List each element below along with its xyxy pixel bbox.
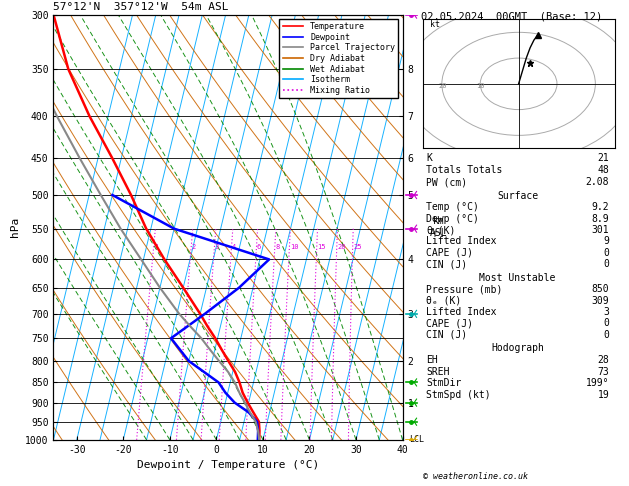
Text: 309: 309 bbox=[592, 295, 610, 306]
Text: StmSpd (kt): StmSpd (kt) bbox=[426, 390, 491, 400]
Text: 3: 3 bbox=[215, 243, 219, 249]
Text: 2.08: 2.08 bbox=[586, 177, 610, 188]
Text: 48: 48 bbox=[598, 165, 610, 175]
Text: θₑ(K): θₑ(K) bbox=[426, 225, 455, 235]
Text: CAPE (J): CAPE (J) bbox=[426, 318, 473, 328]
Text: 8: 8 bbox=[276, 243, 279, 249]
Text: 57°12'N  357°12'W  54m ASL: 57°12'N 357°12'W 54m ASL bbox=[53, 2, 229, 13]
Text: Surface: Surface bbox=[497, 191, 538, 201]
Text: 0: 0 bbox=[603, 318, 610, 328]
Text: 21: 21 bbox=[598, 153, 610, 163]
Text: 301: 301 bbox=[592, 225, 610, 235]
Text: 25: 25 bbox=[353, 243, 362, 249]
Text: Totals Totals: Totals Totals bbox=[426, 165, 503, 175]
Y-axis label: km
ASL: km ASL bbox=[430, 216, 447, 238]
Text: Pressure (mb): Pressure (mb) bbox=[426, 284, 503, 294]
Text: Temp (°C): Temp (°C) bbox=[426, 203, 479, 212]
Text: 6: 6 bbox=[257, 243, 261, 249]
Text: 20: 20 bbox=[337, 243, 346, 249]
Text: © weatheronline.co.uk: © weatheronline.co.uk bbox=[423, 472, 528, 481]
Text: 10: 10 bbox=[476, 83, 485, 89]
Legend: Temperature, Dewpoint, Parcel Trajectory, Dry Adiabat, Wet Adiabat, Isotherm, Mi: Temperature, Dewpoint, Parcel Trajectory… bbox=[279, 19, 398, 98]
Text: 4: 4 bbox=[232, 243, 237, 249]
Text: LCL: LCL bbox=[409, 435, 425, 444]
Text: CAPE (J): CAPE (J) bbox=[426, 248, 473, 258]
Text: 2: 2 bbox=[192, 243, 196, 249]
Text: CIN (J): CIN (J) bbox=[426, 259, 467, 269]
Text: Dewp (°C): Dewp (°C) bbox=[426, 214, 479, 224]
Text: StmDir: StmDir bbox=[426, 379, 461, 388]
Text: 9: 9 bbox=[603, 236, 610, 246]
Text: PW (cm): PW (cm) bbox=[426, 177, 467, 188]
Text: Lifted Index: Lifted Index bbox=[426, 307, 496, 317]
Text: 9.2: 9.2 bbox=[592, 203, 610, 212]
Text: θₑ (K): θₑ (K) bbox=[426, 295, 461, 306]
Y-axis label: hPa: hPa bbox=[9, 217, 19, 237]
Text: CIN (J): CIN (J) bbox=[426, 330, 467, 340]
Text: 1: 1 bbox=[154, 243, 159, 249]
Text: Hodograph: Hodograph bbox=[491, 344, 544, 353]
Text: Most Unstable: Most Unstable bbox=[479, 273, 556, 283]
X-axis label: Dewpoint / Temperature (°C): Dewpoint / Temperature (°C) bbox=[137, 460, 319, 470]
Text: 0: 0 bbox=[603, 259, 610, 269]
Text: 0: 0 bbox=[603, 330, 610, 340]
Text: 02.05.2024  00GMT  (Base: 12): 02.05.2024 00GMT (Base: 12) bbox=[421, 12, 603, 22]
Text: SREH: SREH bbox=[426, 367, 450, 377]
Text: 3: 3 bbox=[603, 307, 610, 317]
Text: K: K bbox=[426, 153, 432, 163]
Text: 73: 73 bbox=[598, 367, 610, 377]
Text: kt: kt bbox=[430, 20, 440, 29]
Text: 20: 20 bbox=[438, 83, 447, 89]
Text: 15: 15 bbox=[317, 243, 326, 249]
Text: 28: 28 bbox=[598, 355, 610, 365]
Text: 199°: 199° bbox=[586, 379, 610, 388]
Text: 850: 850 bbox=[592, 284, 610, 294]
Text: EH: EH bbox=[426, 355, 438, 365]
Text: 0: 0 bbox=[603, 248, 610, 258]
Text: 8.9: 8.9 bbox=[592, 214, 610, 224]
Text: 19: 19 bbox=[598, 390, 610, 400]
Text: Lifted Index: Lifted Index bbox=[426, 236, 496, 246]
Text: 10: 10 bbox=[290, 243, 298, 249]
